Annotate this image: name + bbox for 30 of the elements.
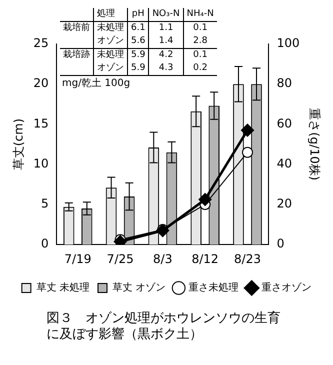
- text: 栽培跡 未処理 5.9 4.2 0.1: [63, 50, 208, 60]
- legend-label: 草丈 未処理: [36, 282, 90, 294]
- y-tick-label: 20: [33, 76, 49, 90]
- y2-tick-label: 40: [276, 156, 292, 170]
- x-tick-label: 8/3: [153, 252, 172, 266]
- legend-label: 重さ未処理: [188, 282, 239, 294]
- y2-tick-label: 80: [276, 76, 292, 90]
- y-tick-label: 0: [41, 236, 49, 251]
- x-tick-label: 8/12: [192, 252, 219, 266]
- y2-tick-label: 100: [276, 36, 300, 50]
- y2-tick-label: 0: [276, 236, 284, 251]
- y-tick-label: 10: [33, 156, 49, 170]
- y-axis-title: 草丈(cm): [11, 118, 26, 170]
- x-tick-label: 7/25: [106, 252, 134, 266]
- y-tick-label: 15: [33, 116, 49, 130]
- x-tick-label: 8/23: [234, 252, 261, 266]
- text: 栽培前 未処理 6.1 1.1 0.1: [63, 23, 208, 33]
- y-tick-label: 25: [33, 36, 49, 50]
- text: オゾン 5.9 4.3 0.2: [97, 63, 208, 73]
- text: オゾン 5.6 1.4 2.8: [97, 36, 208, 46]
- y-tick-label: 5: [41, 196, 49, 211]
- legend-label: 重さオゾン: [262, 282, 312, 294]
- y2-tick-label: 60: [276, 116, 292, 130]
- text: 図３ オゾン処理がホウレンソウの生育に及ぼす影響（黒ボク土）: [46, 311, 282, 343]
- annotation: mg/乾土 100g: [61, 76, 132, 91]
- text: 処理 pH NO₃-N NH₄-N: [97, 9, 214, 19]
- y2-tick-label: 20: [276, 196, 292, 211]
- x-tick-label: 7/19: [64, 252, 92, 266]
- legend-label: 草丈 オゾン: [112, 282, 166, 294]
- y2-axis-title: 重さ(g/10株): [308, 108, 322, 180]
